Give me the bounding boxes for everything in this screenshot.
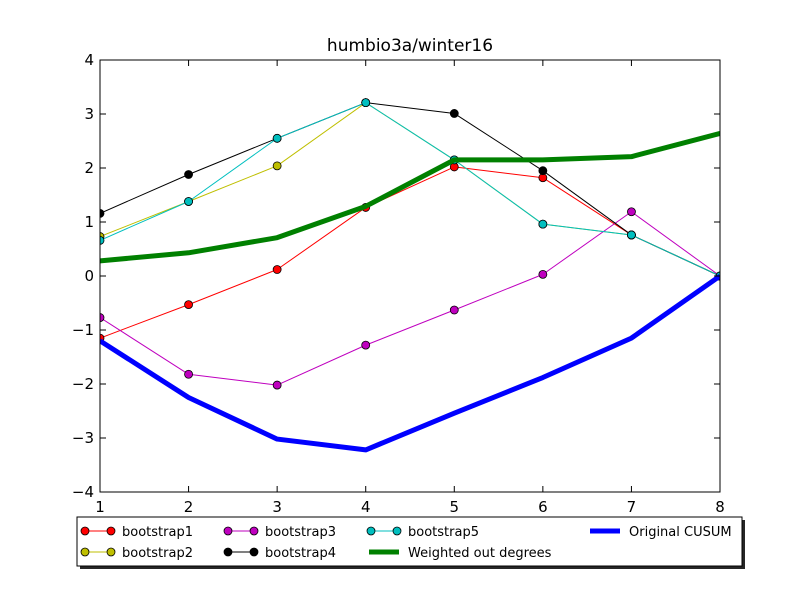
series-line-bootstrap5 [100,102,720,277]
legend-label-bootstrap4: bootstrap4 [265,546,336,561]
x-tick-label: 4 [361,498,371,516]
data-point-bootstrap1 [184,300,193,310]
data-point-bootstrap3 [361,340,371,350]
y-tick-label: 4 [84,51,94,69]
data-point-bootstrap5 [100,235,105,245]
chart-title: humbio3a/winter16 [327,36,493,56]
ticks-layer: 1 2 3 4 5 6 7 8 −4 −3 −2 −1 0 1 2 3 4 [72,51,725,516]
x-tick-label: 7 [627,498,637,516]
series-line-bootstrap3 [100,211,720,386]
legend-label-bootstrap3: bootstrap3 [265,525,336,540]
legend-box [76,516,743,567]
legend-marker [249,547,259,557]
legend-label-weighted-out-degrees: Weighted out degrees [408,546,552,561]
data-point-bootstrap3 [538,269,548,279]
series-line-bootstrap1 [100,166,720,339]
data-point-bootstrap3 [449,305,459,315]
plot-area [100,60,720,492]
data-point-bootstrap3 [627,207,636,217]
legend-marker [80,547,90,557]
legend-marker [249,526,259,536]
data-point-bootstrap5 [627,230,636,240]
x-tick-label: 8 [715,498,725,516]
y-tick-label: −1 [72,321,94,339]
data-point-bootstrap4 [100,208,105,218]
data-point-bootstrap5 [184,197,193,206]
legend-label-bootstrap5: bootstrap5 [408,525,479,540]
data-point-bootstrap4 [538,166,548,176]
legend-label-bootstrap1: bootstrap1 [122,525,193,540]
data-point-bootstrap2 [272,161,282,171]
legend-marker [106,547,116,557]
y-tick-label: 2 [84,159,94,177]
legend-marker [223,547,233,557]
legend-marker [80,526,90,536]
data-point-bootstrap5 [272,133,282,143]
legend-marker [392,526,402,536]
legend: bootstrap1 bootstrap2 bootstrap3 bootstrap4… [76,516,745,569]
data-point-bootstrap1 [272,265,282,274]
x-tick-label: 6 [538,498,548,516]
series-line-bootstrap4 [100,102,720,277]
y-tick-label: −3 [72,429,94,447]
legend-marker [106,526,116,536]
y-tick-label: −2 [72,375,94,393]
legend-items: bootstrap1 bootstrap2 bootstrap3 bootstrap4… [80,525,732,561]
legend-marker [223,526,233,536]
series-line-original-cusum [100,273,720,453]
y-tick-label: −4 [72,483,94,501]
y-tick-label: 3 [84,105,94,123]
data-point-bootstrap3 [184,369,193,379]
x-tick-label: 1 [95,498,105,516]
x-tick-label: 2 [184,498,194,516]
legend-label-original-cusum: Original CUSUM [629,525,732,540]
data-point-bootstrap5 [538,219,548,229]
data-point-bootstrap3 [100,313,105,322]
data-point-bootstrap4 [449,109,459,118]
data-point-bootstrap5 [361,98,371,108]
data-point-bootstrap4 [184,170,193,179]
y-tick-label: 1 [84,213,94,231]
y-tick-label: 0 [84,267,94,285]
data-point-bootstrap3 [272,380,282,390]
x-tick-label: 5 [450,498,460,516]
x-tick-label: 3 [272,498,282,516]
legend-label-bootstrap2: bootstrap2 [122,546,193,561]
legend-marker [366,526,376,536]
series-line-weighted-out-degrees [100,131,720,264]
